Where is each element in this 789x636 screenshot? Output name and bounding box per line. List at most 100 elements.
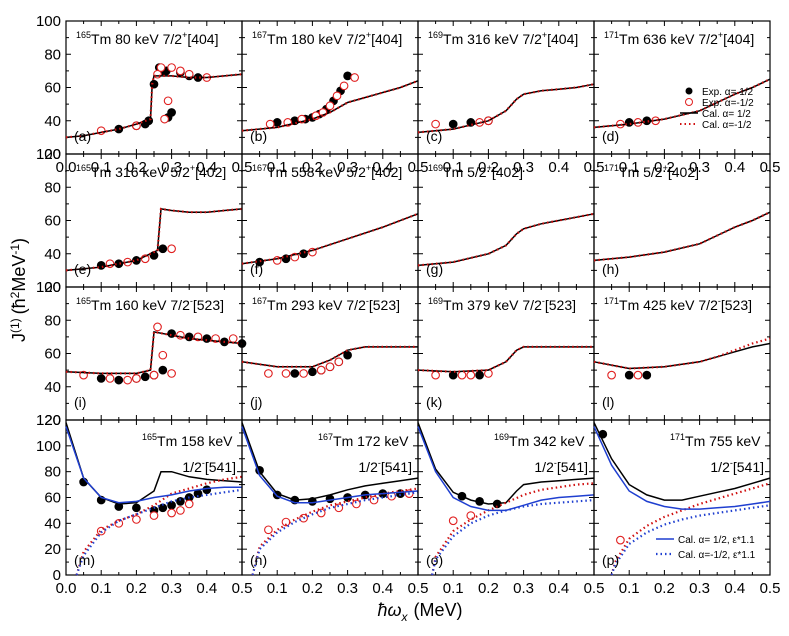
orbital: [523] — [369, 297, 400, 313]
exp-point-open — [466, 370, 476, 380]
panel-title: 171Tm 755 keV — [670, 432, 761, 449]
y-tick-label: 100 — [36, 438, 61, 455]
eps-line-pos — [593, 426, 771, 510]
cal-line-neg — [251, 487, 419, 576]
legend-label: Cal. α= 1/2, ε*1.1 — [678, 535, 755, 546]
x-tick-label: 0.3 — [689, 580, 710, 597]
legend-label: Cal. α= 1/2 — [702, 109, 751, 120]
parity-sup: + — [542, 30, 547, 40]
x-tick-label: 0.0 — [56, 580, 77, 597]
panel-letter: (l) — [602, 394, 614, 410]
exp-point-filled — [96, 374, 106, 383]
exp-point-open — [167, 508, 176, 518]
cal-line-pos — [593, 342, 771, 370]
panel-letter: (e) — [74, 261, 91, 277]
orbital: [404] — [547, 31, 578, 47]
parity-sup: + — [190, 163, 195, 173]
mass-number: 167 — [252, 296, 267, 306]
exp-point-open — [332, 91, 342, 101]
title-text: Tm 316 keV 7/2 — [443, 31, 542, 47]
exp-point-filled — [140, 372, 150, 382]
panel-title: 167Tm 558 keV 5/2+[402] — [252, 163, 402, 180]
exp-point-open — [369, 495, 379, 505]
cal-line-pos — [417, 346, 594, 373]
panel-letter: (c) — [426, 128, 442, 144]
x-tick-label: 0.4 — [724, 580, 745, 597]
parity-sup: + — [366, 30, 371, 40]
panel-f: (f) 167Tm 558 keV 5/2+[402] — [241, 153, 419, 288]
orbital: [402] — [371, 164, 402, 180]
x-tick-label: 0.2 — [302, 580, 323, 597]
title-text: Tm 5/2 — [443, 164, 487, 180]
eps-line-neg — [431, 499, 595, 576]
exp-point-open — [160, 114, 169, 124]
cal-line-pos — [593, 422, 771, 501]
x-tick-label: 0.3 — [513, 159, 534, 176]
orbital: [402] — [668, 164, 699, 180]
panel-letter: (j) — [250, 394, 262, 410]
y-tick-label: 80 — [44, 179, 61, 196]
title-text: Tm 160 keV 7/2 — [91, 297, 190, 313]
x-tick-label: 0.2 — [126, 580, 147, 597]
exp-point-open — [149, 370, 159, 380]
y-axis-label-unit-sup: 2 — [8, 291, 22, 298]
y-tick-label: 40 — [44, 515, 61, 532]
title-text: Tm 80 keV 7/2 — [91, 31, 182, 47]
parity-sup: + — [366, 163, 371, 173]
panel-title-line2: 1/2-[541] — [710, 458, 764, 475]
exp-point-open — [466, 511, 476, 520]
x-tick-label: 0.2 — [478, 159, 499, 176]
cal-line-neg — [65, 330, 243, 375]
panel-title: 169Tm 342 keV — [494, 432, 585, 449]
parity-sup: - — [190, 296, 193, 306]
x-tick-label: 0.1 — [267, 159, 288, 176]
y-axis-label-unit-a: (ħ — [9, 298, 29, 314]
mass-number: 169 — [428, 163, 443, 173]
cal-line-pos — [417, 213, 595, 267]
exp-point-filled — [167, 500, 176, 510]
cal-line-pos — [417, 422, 595, 505]
exp-point-open — [350, 73, 359, 82]
x-tick-label: 0.3 — [513, 580, 534, 597]
panel-letter: (k) — [426, 394, 442, 410]
exp-point-filled — [448, 119, 458, 129]
x-tick-label: 0.2 — [654, 159, 675, 176]
legend-marker-filled — [685, 87, 693, 95]
y-axis-label-main: J — [9, 333, 29, 342]
y-tick-label: 80 — [44, 312, 61, 329]
panel-letter: (n) — [250, 552, 267, 568]
x-tick-label: 0.5 — [584, 580, 605, 597]
y-axis-label-unit-b: MeV — [9, 255, 29, 292]
cal-line-pos — [593, 211, 771, 262]
y-tick-label: 20 — [44, 412, 61, 429]
x-tick-label: 0.1 — [443, 580, 464, 597]
title-text: Tm 636 keV 7/2 — [619, 31, 718, 47]
mass-number: 165 — [76, 163, 91, 173]
exp-point-open — [299, 369, 308, 378]
panel-title-line2: 1/2-[541] — [534, 458, 588, 475]
x-tick-label: 0.4 — [724, 159, 745, 176]
y-tick-label: 60 — [44, 346, 61, 363]
panel-b: 0.1 0.2 0.3 0.4 0.5(b)167Tm 180 keV 7/2+[404… — [241, 20, 428, 176]
exp-point-filled — [308, 367, 317, 377]
cal-line-neg — [417, 83, 595, 134]
y-tick-label: 40 — [44, 113, 61, 130]
x-tick-label: 0.3 — [161, 159, 182, 176]
y-tick-label: 100 — [36, 279, 61, 296]
mass-number: 165 — [76, 30, 91, 40]
eps-line-neg — [75, 488, 243, 576]
y-tick-label: 80 — [44, 464, 61, 481]
exp-point-filled — [167, 108, 176, 117]
x-axis-label-sub: x — [401, 610, 409, 624]
x-axis-label: ħωx (MeV) — [377, 600, 462, 624]
x-tick-label: 0.5 — [760, 580, 781, 597]
orbital: [402] — [195, 164, 226, 180]
mass-number: 169 — [428, 30, 443, 40]
y-tick-label: 20 — [44, 541, 61, 558]
panel-letter: (h) — [602, 261, 619, 277]
cal-line-neg — [593, 337, 771, 370]
